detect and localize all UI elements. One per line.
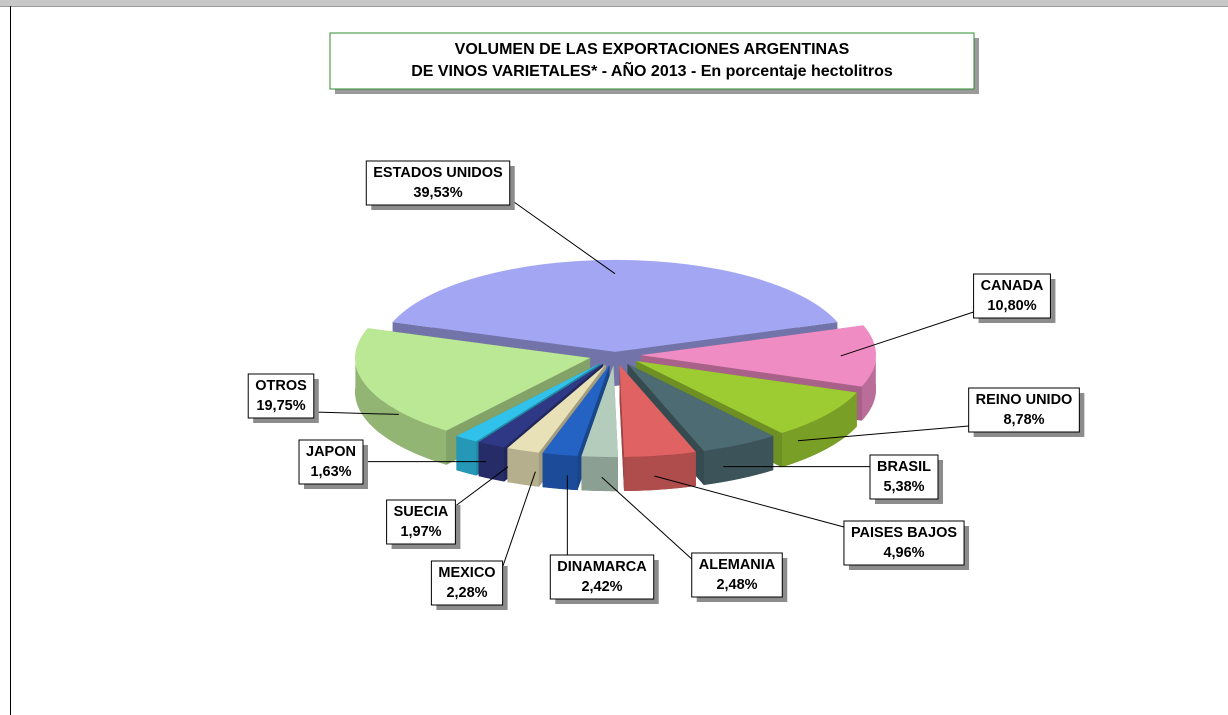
slice-outer-wall [581,456,618,492]
slice-cut-wall [619,365,625,492]
leader-line [502,471,536,568]
leader-line [509,198,616,275]
value-label: 8,78% [1003,412,1044,428]
label-box [869,454,939,500]
category-label: JAPON [306,444,356,460]
slice [640,325,876,387]
label-box [691,552,783,598]
chart-title: VOLUMEN DE LAS EXPORTACIONES ARGENTINAS [455,41,850,58]
data-label: REINO UNIDO 8,78% [968,387,1085,437]
category-label: PAISES BAJOS [851,525,957,541]
slice [392,259,838,352]
data-label: MEXICO 2,28% [430,560,508,610]
slice [456,363,601,442]
slice-outer-wall [542,453,578,491]
leader-line [840,311,974,357]
label-box [247,373,315,419]
value-label: 2,48% [716,577,757,593]
data-label: PAISES BAJOS 4,96% [843,520,970,570]
category-label: ESTADOS UNIDOS [373,165,503,181]
value-label: 10,80% [987,298,1036,314]
value-label: 39,53% [413,185,462,201]
labels: ESTADOS UNIDOS 39,53% CANADA 10,80% REINO UN… [247,160,1085,610]
leader-line [654,475,845,528]
category-label: SUECIA [394,504,449,520]
data-label: ALEMANIA 2,48% [691,552,788,602]
value-label: 4,96% [883,545,924,561]
slice [478,363,603,448]
category-label: REINO UNIDO [976,392,1073,408]
label-box [549,554,655,600]
value-label: 1,63% [310,464,351,480]
slice [627,363,774,451]
label-box [968,387,1080,433]
label-box [298,439,364,485]
data-label: DINAMARCA 2,42% [549,554,659,604]
slice [619,365,696,458]
slice [581,365,618,458]
slice [355,328,591,431]
data-label: ESTADOS UNIDOS 39,53% [365,160,515,210]
slice [636,360,857,434]
slice-outer-wall [355,353,447,465]
category-label: DINAMARCA [557,559,647,575]
slice-outer-wall [703,436,774,485]
data-label: SUECIA 1,97% [386,499,461,549]
category-label: MEXICO [438,565,495,581]
value-label: 1,97% [400,524,441,540]
label-box [973,273,1051,319]
category-label: CANADA [981,278,1044,294]
leader-line [797,425,969,442]
data-label: CANADA 10,80% [973,273,1056,323]
slice-outer-wall [456,436,477,476]
slice-outer-wall [507,448,539,487]
category-label: BRASIL [877,459,931,475]
data-label: JAPON 1,63% [298,439,368,489]
leader-line [313,411,399,415]
title-box [329,32,975,90]
leader-line [455,466,509,507]
slice [507,364,606,453]
label-box [843,520,965,566]
chart-title: DE VINOS VARIETALES* - AÑO 2013 - En por… [411,60,893,80]
label-box [365,160,511,206]
slice [542,364,610,457]
value-label: 2,42% [581,579,622,595]
top-bar [0,0,1228,6]
pie [355,259,876,492]
slice-outer-wall [781,392,857,468]
category-label: ALEMANIA [699,557,776,573]
slice-outer-wall [478,442,505,482]
category-label: OTROS [255,378,307,394]
data-label: BRASIL 5,38% [869,454,943,504]
value-label: 2,28% [446,585,487,601]
label-box [386,499,456,545]
leader-line [601,476,693,560]
value-label: 5,38% [883,479,924,495]
slice-outer-wall [861,351,876,421]
slice-outer-wall [624,452,696,492]
value-label: 19,75% [256,398,305,414]
data-label: OTROS 19,75% [247,373,319,423]
label-box [430,560,504,606]
